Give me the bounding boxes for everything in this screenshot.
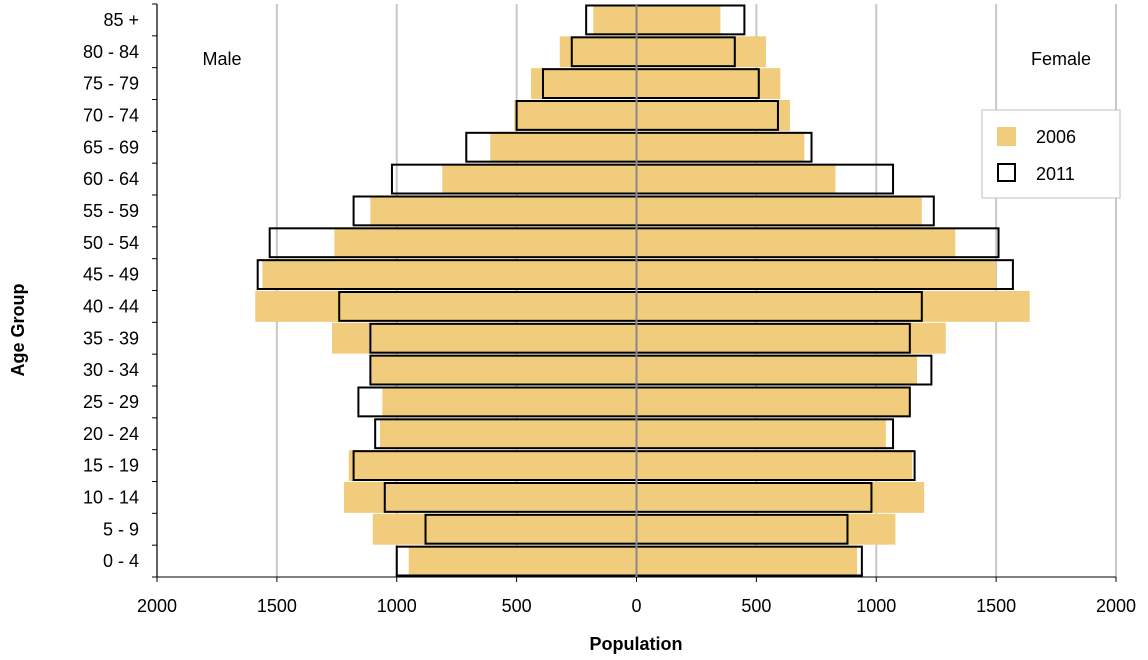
- x-tick-label-2: 1000: [377, 596, 417, 616]
- y-tick-labels: 0 - 4 5 - 9 10 - 14 15 - 19 20 - 24 25 - 29 30…: [83, 10, 139, 571]
- bar-2006-female-11: [636, 195, 922, 227]
- bar-2006-female-14: [636, 100, 790, 131]
- y-tick-label-12: 60 - 64: [83, 169, 139, 189]
- bar-2006-female-7: [636, 322, 946, 354]
- bar-2006-female-10: [636, 227, 956, 259]
- legend-swatch-2006: [997, 127, 1016, 146]
- legend-box: [981, 109, 1121, 199]
- y-axis-title: Age Group: [8, 283, 28, 376]
- x-tick-label-7: 1500: [976, 596, 1016, 616]
- y-tick-label-6: 30 - 34: [83, 360, 139, 380]
- bar-2006-male-5: [382, 386, 637, 418]
- x-tick-label-6: 1000: [856, 596, 896, 616]
- bar-2006-male-7: [332, 322, 637, 354]
- bar-2006-female-5: [636, 386, 910, 418]
- x-tick-label-3: 500: [502, 596, 532, 616]
- bar-2006-female-9: [636, 259, 997, 290]
- axes: [152, 3, 1117, 582]
- bar-2006-female-13: [636, 131, 805, 163]
- y-tick-label-14: 70 - 74: [83, 105, 139, 125]
- bar-2006-male-8: [255, 291, 637, 322]
- y-tick-label-8: 40 - 44: [83, 296, 139, 316]
- bar-2006-male-9: [262, 259, 637, 290]
- x-tick-labels: 2000 1500 1000 500 0 500 1000 1500 2000: [137, 596, 1136, 616]
- y-tick-label-7: 35 - 39: [83, 328, 139, 348]
- legend-swatch-2011: [997, 163, 1016, 182]
- bar-2006-male-15: [531, 68, 637, 99]
- bar-2006-female-2: [636, 482, 925, 513]
- x-tick-label-1: 1500: [257, 596, 297, 616]
- x-tick-label-4: 0: [631, 596, 641, 616]
- bar-2006-male-12: [442, 163, 637, 195]
- y-tick-label-15: 75 - 79: [83, 74, 139, 94]
- y-tick-label-1: 5 - 9: [103, 519, 139, 539]
- bar-2006-female-16: [636, 36, 766, 68]
- bar-2006-male-3: [348, 450, 637, 481]
- y-tick-label-9: 45 - 49: [83, 265, 139, 285]
- legend-label-2006: 2006: [1036, 127, 1076, 147]
- bar-2006-male-10: [334, 227, 637, 259]
- x-tick-label-8: 2000: [1096, 596, 1136, 616]
- y-tick-label-13: 65 - 69: [83, 137, 139, 157]
- x-axis-title: Population: [590, 634, 683, 654]
- bar-2006-female-15: [636, 68, 781, 99]
- bar-2006-female-0: [636, 545, 858, 577]
- bar-2006-female-12: [636, 163, 836, 195]
- bar-2006-male-0: [408, 545, 637, 577]
- y-tick-label-0: 0 - 4: [103, 551, 139, 571]
- y-tick-label-3: 15 - 19: [83, 456, 139, 476]
- bar-2006-female-4: [636, 418, 886, 450]
- series-2006-bars: [255, 4, 1030, 577]
- gridlines: [156, 4, 1117, 577]
- y-tick-label-11: 55 - 59: [83, 201, 139, 221]
- bar-2006-male-2: [344, 482, 637, 513]
- bar-2006-female-17: [636, 4, 721, 36]
- legend: 2006 2011: [981, 109, 1121, 199]
- y-tick-label-4: 20 - 24: [83, 424, 139, 444]
- bar-2006-male-1: [372, 513, 637, 545]
- bar-2006-female-8: [636, 291, 1030, 322]
- bar-2006-female-3: [636, 450, 913, 481]
- side-label-female: Female: [1031, 49, 1091, 69]
- bar-2006-male-17: [593, 4, 637, 36]
- bar-2006-male-6: [370, 354, 637, 386]
- bar-2006-male-11: [370, 195, 637, 227]
- y-tick-label-16: 80 - 84: [83, 42, 139, 62]
- bar-2006-female-6: [636, 354, 918, 386]
- y-tick-label-10: 50 - 54: [83, 233, 139, 253]
- bar-2006-female-1: [636, 513, 896, 545]
- bar-2006-male-14: [514, 100, 637, 131]
- x-tick-label-5: 500: [741, 596, 771, 616]
- side-label-male: Male: [202, 49, 241, 69]
- bar-2006-male-13: [490, 131, 637, 163]
- y-tick-label-2: 10 - 14: [83, 487, 139, 507]
- x-tick-label-0: 2000: [137, 596, 177, 616]
- y-tick-label-5: 25 - 29: [83, 392, 139, 412]
- bar-2006-male-4: [379, 418, 637, 450]
- legend-label-2011: 2011: [1036, 164, 1075, 184]
- y-tick-label-17: 85 +: [103, 10, 139, 30]
